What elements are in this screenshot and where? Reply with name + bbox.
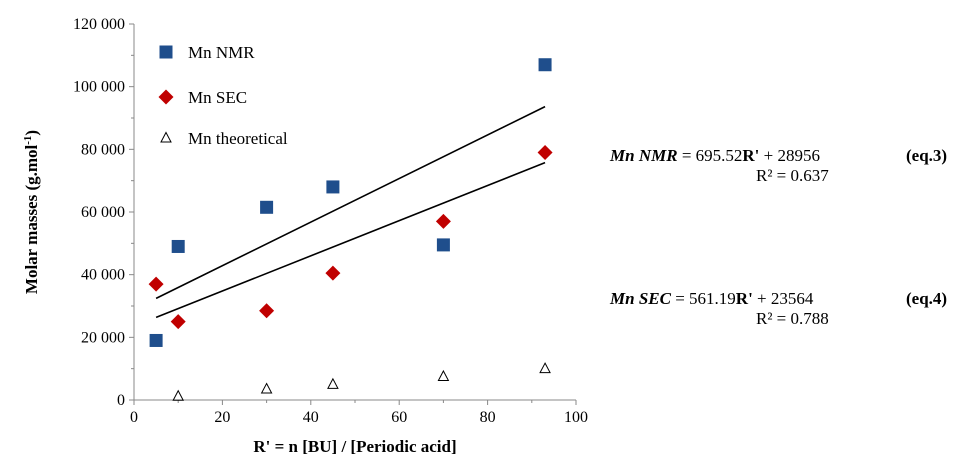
equation-nmr-number: (eq.3) [906, 146, 947, 166]
legend-mn-sec-label: Mn SEC [188, 88, 247, 107]
y-axis-title-main: Molar masses (g.mol [22, 144, 41, 294]
point-mn-nmr [539, 58, 552, 71]
equation-nmr-r2: R² = 0.637 [756, 166, 829, 186]
equation-nmr: Mn NMR = 695.52R' + 28956 [610, 146, 820, 166]
x-tick-label: 100 [564, 409, 588, 426]
equation-sec-mid: = 561.19 [671, 289, 736, 308]
y-tick-label: 120 000 [73, 16, 125, 33]
x-axis-title: R' = n [BU] / [Periodic acid] [253, 437, 456, 456]
legend-mn-nmr-label: Mn NMR [188, 43, 255, 62]
point-mn-theoretical [173, 391, 183, 401]
point-mn-theoretical [262, 384, 272, 394]
x-tick-label: 60 [391, 409, 407, 426]
point-mn-nmr [437, 238, 450, 251]
x-tick-label: 0 [130, 409, 138, 426]
y-tick-label: 0 [117, 392, 125, 409]
point-mn-theoretical [328, 379, 338, 389]
y-tick-label: 80 000 [81, 141, 125, 158]
point-mn-nmr [326, 180, 339, 193]
x-tick-label: 20 [214, 409, 230, 426]
equation-nmr-tail: + 28956 [759, 146, 820, 165]
point-mn-theoretical [438, 371, 448, 381]
legend-mn-sec-marker [159, 90, 174, 105]
point-mn-sec [325, 266, 340, 281]
y-tick-label: 100 000 [73, 79, 125, 96]
equation-sec-r2: R² = 0.788 [756, 309, 829, 329]
y-tick-label: 20 000 [81, 329, 125, 346]
equation-sec-number: (eq.4) [906, 289, 947, 309]
point-mn-sec [436, 214, 451, 229]
equation-sec-label: Mn SEC [610, 289, 671, 308]
point-mn-nmr [260, 201, 273, 214]
legend-mn-nmr-marker [160, 46, 173, 59]
point-mn-nmr [172, 240, 185, 253]
trendline [156, 163, 545, 318]
equation-sec: Mn SEC = 561.19R' + 23564 [610, 289, 813, 309]
y-tick-label: 60 000 [81, 204, 125, 221]
x-tick-label: 40 [303, 409, 319, 426]
y-tick-label: 40 000 [81, 267, 125, 284]
equation-sec-tail: + 23564 [753, 289, 814, 308]
point-mn-sec [149, 277, 164, 292]
x-tick-label: 80 [480, 409, 496, 426]
point-mn-nmr [150, 334, 163, 347]
equation-nmr-label: Mn NMR [610, 146, 678, 165]
point-mn-sec [171, 314, 186, 329]
equation-sec-var: R' [736, 289, 753, 308]
point-mn-sec [259, 303, 274, 318]
legend-mn-theoretical-label: Mn theoretical [188, 129, 288, 148]
legend-mn-theoretical-marker [161, 133, 171, 143]
point-mn-sec [538, 145, 553, 160]
point-mn-theoretical [540, 363, 550, 373]
y-axis-title-close: ) [22, 130, 41, 136]
equation-nmr-var: R' [742, 146, 759, 165]
y-axis-title-superscript: -1 [22, 136, 34, 145]
equation-nmr-mid: = 695.52 [678, 146, 743, 165]
y-axis-title: Molar masses (g.mol-1) [22, 130, 41, 294]
